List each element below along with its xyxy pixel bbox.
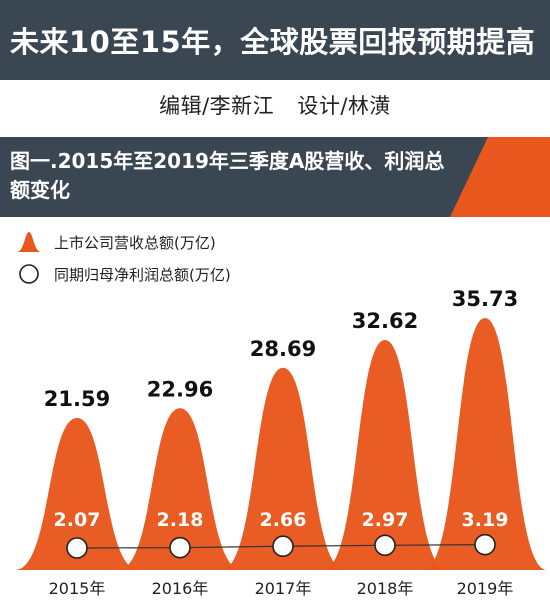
profit-marker-3	[272, 535, 294, 558]
revenue-value-label-3: 28.69	[250, 337, 316, 361]
year-tick-label-3: 2017年	[255, 579, 312, 598]
revenue-bell-2	[118, 408, 242, 570]
profit-marker-1	[66, 537, 88, 559]
credits: 编辑/李新江 设计/林潢	[0, 90, 550, 120]
revenue-bell-3	[221, 367, 345, 570]
legend-label-revenue: 上市公司营收总额(万亿)	[54, 233, 216, 252]
legend-item-revenue: 上市公司营收总额(万亿)	[16, 228, 231, 256]
page-title: 未来10至15年，全球股票回报预期提高	[10, 25, 536, 59]
year-tick-label-4: 2018年	[357, 579, 414, 598]
profit-marker-2	[169, 536, 191, 559]
profit-value-label-4: 2.97	[362, 509, 409, 531]
revenue-value-label-4: 32.62	[352, 309, 418, 333]
chart-title: 图一.2015年至2019年三季度A股营收、利润总额变化	[10, 149, 445, 202]
revenue-bell-4	[323, 339, 447, 570]
revenue-bell-5	[423, 318, 547, 570]
year-tick-label-2: 2016年	[152, 579, 209, 598]
revenue-value-label-5: 35.73	[452, 287, 518, 311]
profit-value-label-2: 2.18	[157, 509, 204, 531]
chart-legend: 上市公司营收总额(万亿) 同期归母净利润总额(万亿)	[16, 228, 231, 288]
circle-legend-icon	[19, 264, 39, 284]
revenue-bell-1	[15, 418, 139, 570]
bell-curve-legend-icon	[17, 232, 41, 252]
legend-item-profit: 同期归母净利润总额(万亿)	[16, 260, 231, 288]
profit-marker-5	[474, 533, 496, 556]
header-bar: 未来10至15年，全球股票回报预期提高	[0, 0, 550, 80]
chart-title-banner	[0, 137, 550, 217]
profit-value-label-1: 2.07	[54, 509, 101, 531]
designer-credit: 设计/林潢	[297, 94, 391, 118]
profit-marker-4	[374, 534, 396, 557]
year-tick-label-1: 2015年	[49, 579, 106, 598]
profit-value-label-5: 3.19	[462, 509, 509, 531]
revenue-value-label-1: 21.59	[44, 387, 110, 411]
year-tick-label-5: 2019年	[457, 579, 514, 598]
legend-label-profit: 同期归母净利润总额(万亿)	[54, 265, 231, 284]
profit-value-label-3: 2.66	[260, 509, 307, 531]
editor-credit: 编辑/李新江	[159, 94, 275, 118]
revenue-value-label-2: 22.96	[147, 377, 213, 401]
